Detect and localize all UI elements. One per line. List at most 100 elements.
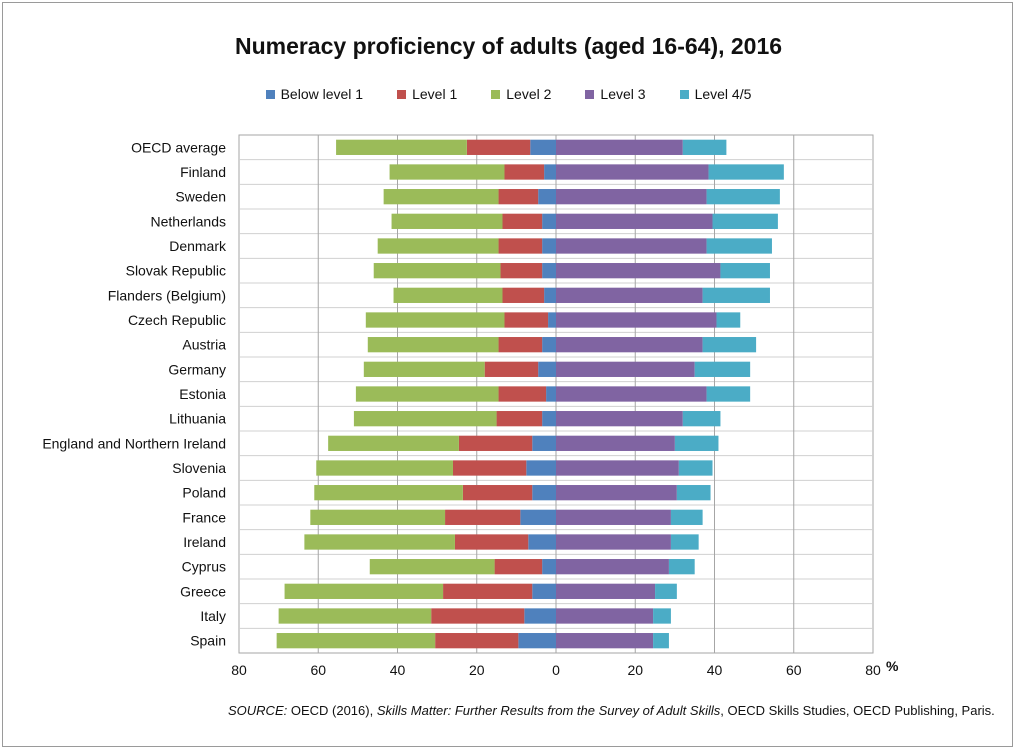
bar-segment (542, 213, 556, 229)
bar-segment (674, 435, 719, 451)
bar-segment (524, 608, 556, 624)
category-label: Estonia (179, 386, 226, 402)
bar-segment (383, 189, 499, 205)
bar-segment (435, 633, 519, 649)
bar-segment (304, 534, 455, 550)
bar-segment (546, 386, 556, 402)
bar-segment (391, 213, 503, 229)
bar-segment (369, 559, 495, 575)
bar-segment (328, 435, 459, 451)
bar-segment (466, 139, 531, 155)
bar-segment (542, 238, 556, 254)
bar-segment (556, 509, 671, 525)
category-label: Italy (200, 608, 226, 624)
bar-segment (556, 312, 717, 328)
bar-segment (520, 509, 556, 525)
bar-segment (653, 633, 669, 649)
bar-segment (682, 411, 721, 427)
legend-swatch (397, 89, 407, 99)
bar-segment (556, 213, 713, 229)
bar-segment (355, 386, 499, 402)
bar-segment (353, 411, 497, 427)
legend-item-level-1: Level 1 (397, 86, 457, 102)
legend-item-level-4-5: Level 4/5 (679, 86, 752, 102)
chart-title: Numeracy proficiency of adults (aged 16-… (234, 33, 783, 59)
bar-segment (316, 460, 453, 476)
bar-segment (556, 337, 703, 353)
bar-segment (702, 287, 770, 303)
category-label: Slovenia (172, 460, 226, 476)
bar-segment (556, 411, 683, 427)
bar-segment (532, 485, 556, 501)
bar-segment (706, 189, 780, 205)
bar-segment (556, 386, 707, 402)
category-label: Flanders (Belgium) (108, 287, 226, 303)
bar-segment (526, 460, 556, 476)
bar-segment (556, 460, 679, 476)
bar-segment (556, 559, 669, 575)
legend-item-level-2: Level 2 (491, 86, 551, 102)
bar-segment (653, 608, 671, 624)
bar-segment (556, 435, 675, 451)
legend-item-below-level-1: Below level 1 (265, 86, 363, 102)
legend-label: Level 1 (412, 86, 458, 102)
x-tick-label: 40 (390, 662, 406, 678)
bar-segment (363, 361, 485, 377)
bar-segment (454, 534, 529, 550)
bar-segment (542, 337, 556, 353)
bar-segment (556, 608, 654, 624)
x-tick-label: 20 (469, 662, 485, 678)
bar-segment (720, 263, 770, 279)
bar-segment (336, 139, 467, 155)
bar-segment (706, 238, 772, 254)
category-label: Germany (168, 361, 226, 377)
legend-swatch (585, 89, 595, 99)
bar-segment (670, 509, 703, 525)
bar-segment (494, 559, 543, 575)
category-label: Cyprus (182, 559, 226, 575)
category-label: Czech Republic (128, 312, 226, 328)
bar-segment (668, 559, 695, 575)
category-label: Lithuania (169, 411, 226, 427)
category-label: Finland (180, 164, 226, 180)
bar-segment (498, 189, 539, 205)
bar-segment (712, 213, 778, 229)
bar-segment (682, 139, 727, 155)
category-label: Sweden (175, 189, 226, 205)
bar-segment (716, 312, 741, 328)
bar-segment (532, 435, 556, 451)
x-tick-label: 40 (707, 662, 723, 678)
bar-segment (504, 164, 545, 180)
bar-segment (500, 263, 543, 279)
bar-segment (670, 534, 699, 550)
bar-segment (310, 509, 446, 525)
x-tick-label: 80 (865, 662, 881, 678)
category-label: Slovak Republic (126, 263, 226, 279)
bar-segment (393, 287, 503, 303)
category-label: Ireland (183, 534, 226, 550)
bar-segment (502, 287, 545, 303)
bar-segment (694, 361, 751, 377)
bar-segment (458, 435, 533, 451)
category-label: Austria (182, 337, 226, 353)
bar-segment (538, 189, 556, 205)
x-tick-label: 20 (627, 662, 643, 678)
category-label: Denmark (169, 238, 227, 254)
bar-segment (548, 312, 556, 328)
bar-segment (556, 263, 721, 279)
legend-swatch (265, 89, 275, 99)
source-publication-title: Skills Matter: Further Results from the … (376, 703, 721, 718)
bar-segment (502, 213, 543, 229)
bar-segment (556, 534, 671, 550)
chart-legend: Below level 1 Level 1 Level 2 Level 3 Le… (0, 86, 1017, 102)
bar-segment (367, 337, 499, 353)
legend-label: Level 4/5 (694, 86, 752, 102)
bar-segment (445, 509, 521, 525)
category-label: France (182, 509, 226, 525)
bar-segment (389, 164, 505, 180)
x-tick-label: 80 (231, 662, 247, 678)
source-note: SOURCE: OECD (2016), Skills Matter: Furt… (228, 703, 995, 718)
bar-segment (532, 583, 556, 599)
